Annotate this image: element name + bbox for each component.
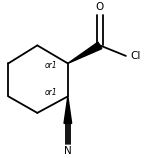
Polygon shape: [64, 96, 72, 123]
Text: N: N: [64, 146, 72, 156]
Text: or1: or1: [45, 61, 57, 70]
Text: Cl: Cl: [130, 51, 141, 61]
Polygon shape: [68, 42, 102, 63]
Text: O: O: [96, 2, 104, 12]
Text: or1: or1: [45, 88, 57, 97]
